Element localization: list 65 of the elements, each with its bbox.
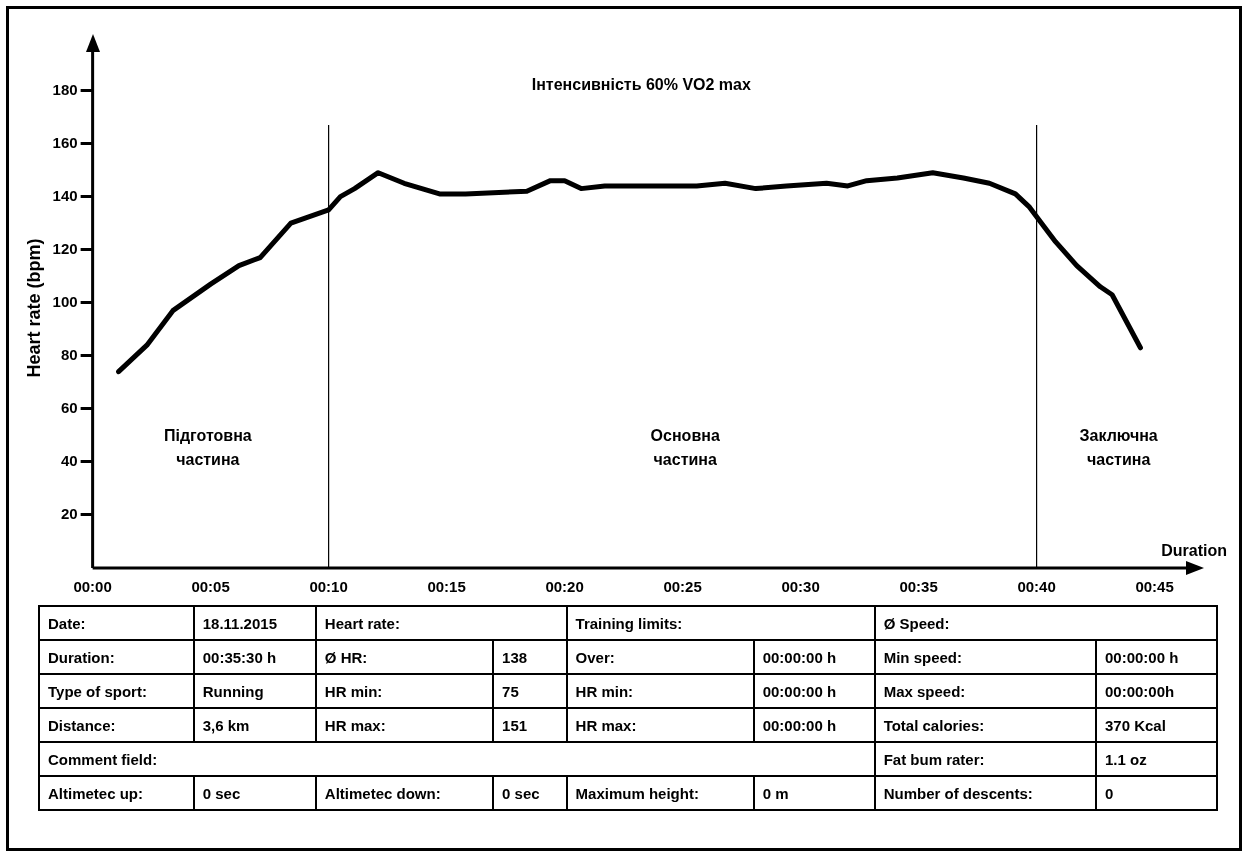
y-tick-label: 40 — [60, 452, 78, 470]
x-tick-label: 00:35 — [899, 578, 938, 596]
y-tick-label: 160 — [52, 133, 78, 151]
x-tick-label: 00:05 — [191, 578, 230, 596]
text: 0 sec — [493, 776, 567, 810]
text: 0 — [1095, 776, 1217, 810]
text: 18.11.2015 — [193, 606, 316, 640]
text: Min speed: — [874, 640, 1096, 674]
text: Number of descents: — [874, 776, 1096, 810]
text: Running — [193, 674, 316, 708]
text: 370 Kcal — [1095, 708, 1217, 742]
text: HR min: — [566, 674, 754, 708]
annotation: Заключна частина — [1079, 426, 1158, 468]
annotation: Підготовна частина — [163, 426, 252, 468]
text: HR max: — [566, 708, 754, 742]
text: HR max: — [315, 708, 494, 742]
text: 0 sec — [193, 776, 316, 810]
y-tick-label: 120 — [52, 239, 78, 257]
x-tick-label: 00:10 — [309, 578, 348, 596]
x-tick-label: 00:25 — [663, 578, 702, 596]
x-tick-label: 00:40 — [1017, 578, 1056, 596]
text: 0 m — [753, 776, 875, 810]
text: Comment field: — [39, 742, 875, 776]
text: Ø HR: — [315, 640, 494, 674]
x-tick-label: 00:15 — [427, 578, 466, 596]
y-tick-label: 80 — [60, 345, 78, 363]
text: 75 — [493, 674, 567, 708]
text: 1.1 oz — [1095, 742, 1217, 776]
text: Fat bum rater: — [874, 742, 1096, 776]
x-axis-title: Duration — [1161, 542, 1227, 560]
text: Maximum height: — [566, 776, 754, 810]
x-tick-label: 00:00 — [73, 578, 112, 596]
x-tick-label: 00:20 — [545, 578, 584, 596]
text: Altimetec up: — [39, 776, 194, 810]
text: 00:00:00 h — [753, 708, 875, 742]
text: 00:35:30 h — [193, 640, 316, 674]
text: 00:00:00 h — [1095, 640, 1217, 674]
text: Type of sport: — [39, 674, 194, 708]
text: Heart rate: — [315, 606, 567, 640]
text: Max speed: — [874, 674, 1096, 708]
text: Training limits: — [566, 606, 875, 640]
y-axis-title: Heart rate (bpm) — [23, 238, 44, 378]
annotation: Основна частина — [650, 426, 720, 468]
text: 151 — [493, 708, 567, 742]
text: Duration: — [39, 640, 194, 674]
x-tick-label: 00:30 — [781, 578, 820, 596]
text: Інтенсивність 60% VO2 max — [531, 75, 751, 93]
text: 00:00:00h — [1095, 674, 1217, 708]
text: Over: — [566, 640, 754, 674]
text: HR min: — [315, 674, 494, 708]
text: Total calories: — [874, 708, 1096, 742]
y-tick-label: 180 — [52, 80, 78, 98]
y-tick-label: 140 — [52, 186, 78, 204]
text: Altimetec down: — [315, 776, 494, 810]
text: 138 — [493, 640, 567, 674]
text: 00:00:00 h — [753, 640, 875, 674]
text: Distance: — [39, 708, 194, 742]
y-tick-label: 60 — [60, 398, 78, 416]
text: Ø Speed: — [874, 606, 1217, 640]
text: 3,6 km — [193, 708, 316, 742]
y-tick-label: 20 — [60, 505, 78, 523]
y-tick-label: 100 — [52, 292, 78, 310]
text: 00:00:00 h — [753, 674, 875, 708]
text: Date: — [39, 606, 194, 640]
x-tick-label: 00:45 — [1135, 578, 1174, 596]
